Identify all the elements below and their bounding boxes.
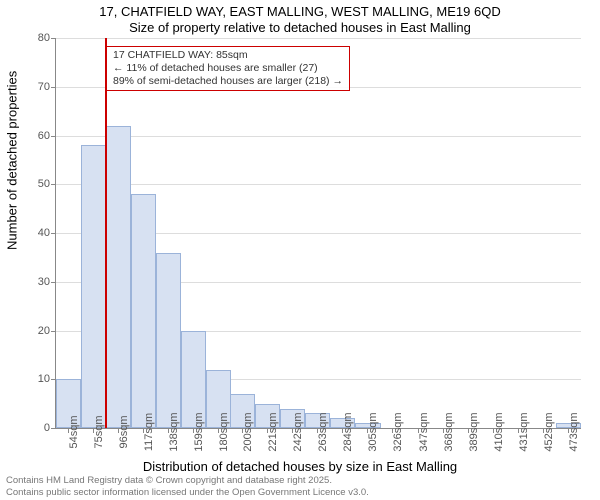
x-tick-label: 180sqm [218, 412, 230, 451]
histogram-bar [131, 194, 156, 428]
x-tick-mark [317, 428, 318, 433]
x-tick-label: 473sqm [568, 412, 580, 451]
x-tick-mark [367, 428, 368, 433]
annotation-box: 17 CHATFIELD WAY: 85sqm ← 11% of detache… [106, 46, 350, 91]
chart-container: 17, CHATFIELD WAY, EAST MALLING, WEST MA… [0, 0, 600, 500]
gridline [56, 38, 581, 39]
x-tick-label: 117sqm [143, 413, 155, 451]
x-tick-mark [468, 428, 469, 433]
x-tick-mark [292, 428, 293, 433]
x-tick-label: 389sqm [468, 412, 480, 451]
x-tick-mark [493, 428, 494, 433]
x-tick-mark [418, 428, 419, 433]
y-tick-mark [51, 233, 56, 234]
chart-title-main: 17, CHATFIELD WAY, EAST MALLING, WEST MA… [0, 4, 600, 19]
y-tick-mark [51, 184, 56, 185]
y-tick-label: 40 [38, 227, 50, 239]
y-tick-mark [51, 428, 56, 429]
x-tick-label: 326sqm [392, 412, 404, 451]
y-tick-mark [51, 38, 56, 39]
y-tick-label: 60 [38, 130, 50, 142]
annotation-line1: 17 CHATFIELD WAY: 85sqm [113, 49, 343, 62]
reference-line [105, 38, 107, 428]
y-tick-mark [51, 87, 56, 88]
annotation-line3: 89% of semi-detached houses are larger (… [113, 75, 343, 88]
x-tick-mark [218, 428, 219, 433]
y-tick-mark [51, 282, 56, 283]
annotation-line2: ← 11% of detached houses are smaller (27… [113, 62, 343, 75]
histogram-bar [106, 126, 131, 428]
plot-area: 0102030405060708054sqm75sqm96sqm117sqm13… [55, 38, 581, 429]
x-tick-label: 284sqm [342, 412, 354, 451]
x-tick-label: 159sqm [193, 412, 205, 451]
x-tick-label: 452sqm [543, 412, 555, 451]
x-tick-mark [168, 428, 169, 433]
y-tick-label: 0 [44, 422, 50, 434]
gridline [56, 184, 581, 185]
x-tick-mark [342, 428, 343, 433]
y-tick-mark [51, 136, 56, 137]
y-tick-label: 50 [38, 178, 50, 190]
x-tick-label: 138sqm [168, 412, 180, 451]
x-tick-label: 431sqm [518, 412, 530, 451]
x-tick-mark [93, 428, 94, 433]
x-tick-mark [568, 428, 569, 433]
x-tick-mark [118, 428, 119, 433]
x-tick-mark [443, 428, 444, 433]
x-tick-mark [68, 428, 69, 433]
y-tick-label: 80 [38, 32, 50, 44]
histogram-bar [81, 145, 106, 428]
x-tick-label: 54sqm [68, 415, 80, 448]
histogram-bar [156, 253, 181, 429]
y-axis-label: Number of detached properties [5, 71, 20, 250]
x-tick-label: 221sqm [267, 412, 279, 451]
x-tick-label: 242sqm [292, 412, 304, 451]
y-tick-label: 70 [38, 81, 50, 93]
x-axis-label: Distribution of detached houses by size … [0, 459, 600, 474]
x-tick-label: 96sqm [118, 415, 130, 448]
x-tick-mark [193, 428, 194, 433]
x-tick-label: 200sqm [242, 412, 254, 451]
x-tick-mark [143, 428, 144, 433]
chart-title-sub: Size of property relative to detached ho… [0, 20, 600, 35]
gridline [56, 136, 581, 137]
y-tick-label: 10 [38, 373, 50, 385]
footer-attribution: Contains HM Land Registry data © Crown c… [6, 475, 369, 498]
x-tick-mark [242, 428, 243, 433]
x-tick-label: 75sqm [93, 415, 105, 448]
x-tick-mark [543, 428, 544, 433]
x-tick-mark [267, 428, 268, 433]
x-tick-label: 410sqm [493, 412, 505, 451]
x-tick-mark [518, 428, 519, 433]
x-tick-label: 368sqm [443, 412, 455, 451]
footer-line1: Contains HM Land Registry data © Crown c… [6, 475, 369, 486]
footer-line2: Contains public sector information licen… [6, 487, 369, 498]
x-tick-label: 263sqm [317, 412, 329, 451]
x-tick-mark [392, 428, 393, 433]
y-tick-mark [51, 331, 56, 332]
y-tick-label: 30 [38, 276, 50, 288]
y-tick-label: 20 [38, 325, 50, 337]
x-tick-label: 305sqm [367, 412, 379, 451]
x-tick-label: 347sqm [418, 412, 430, 451]
